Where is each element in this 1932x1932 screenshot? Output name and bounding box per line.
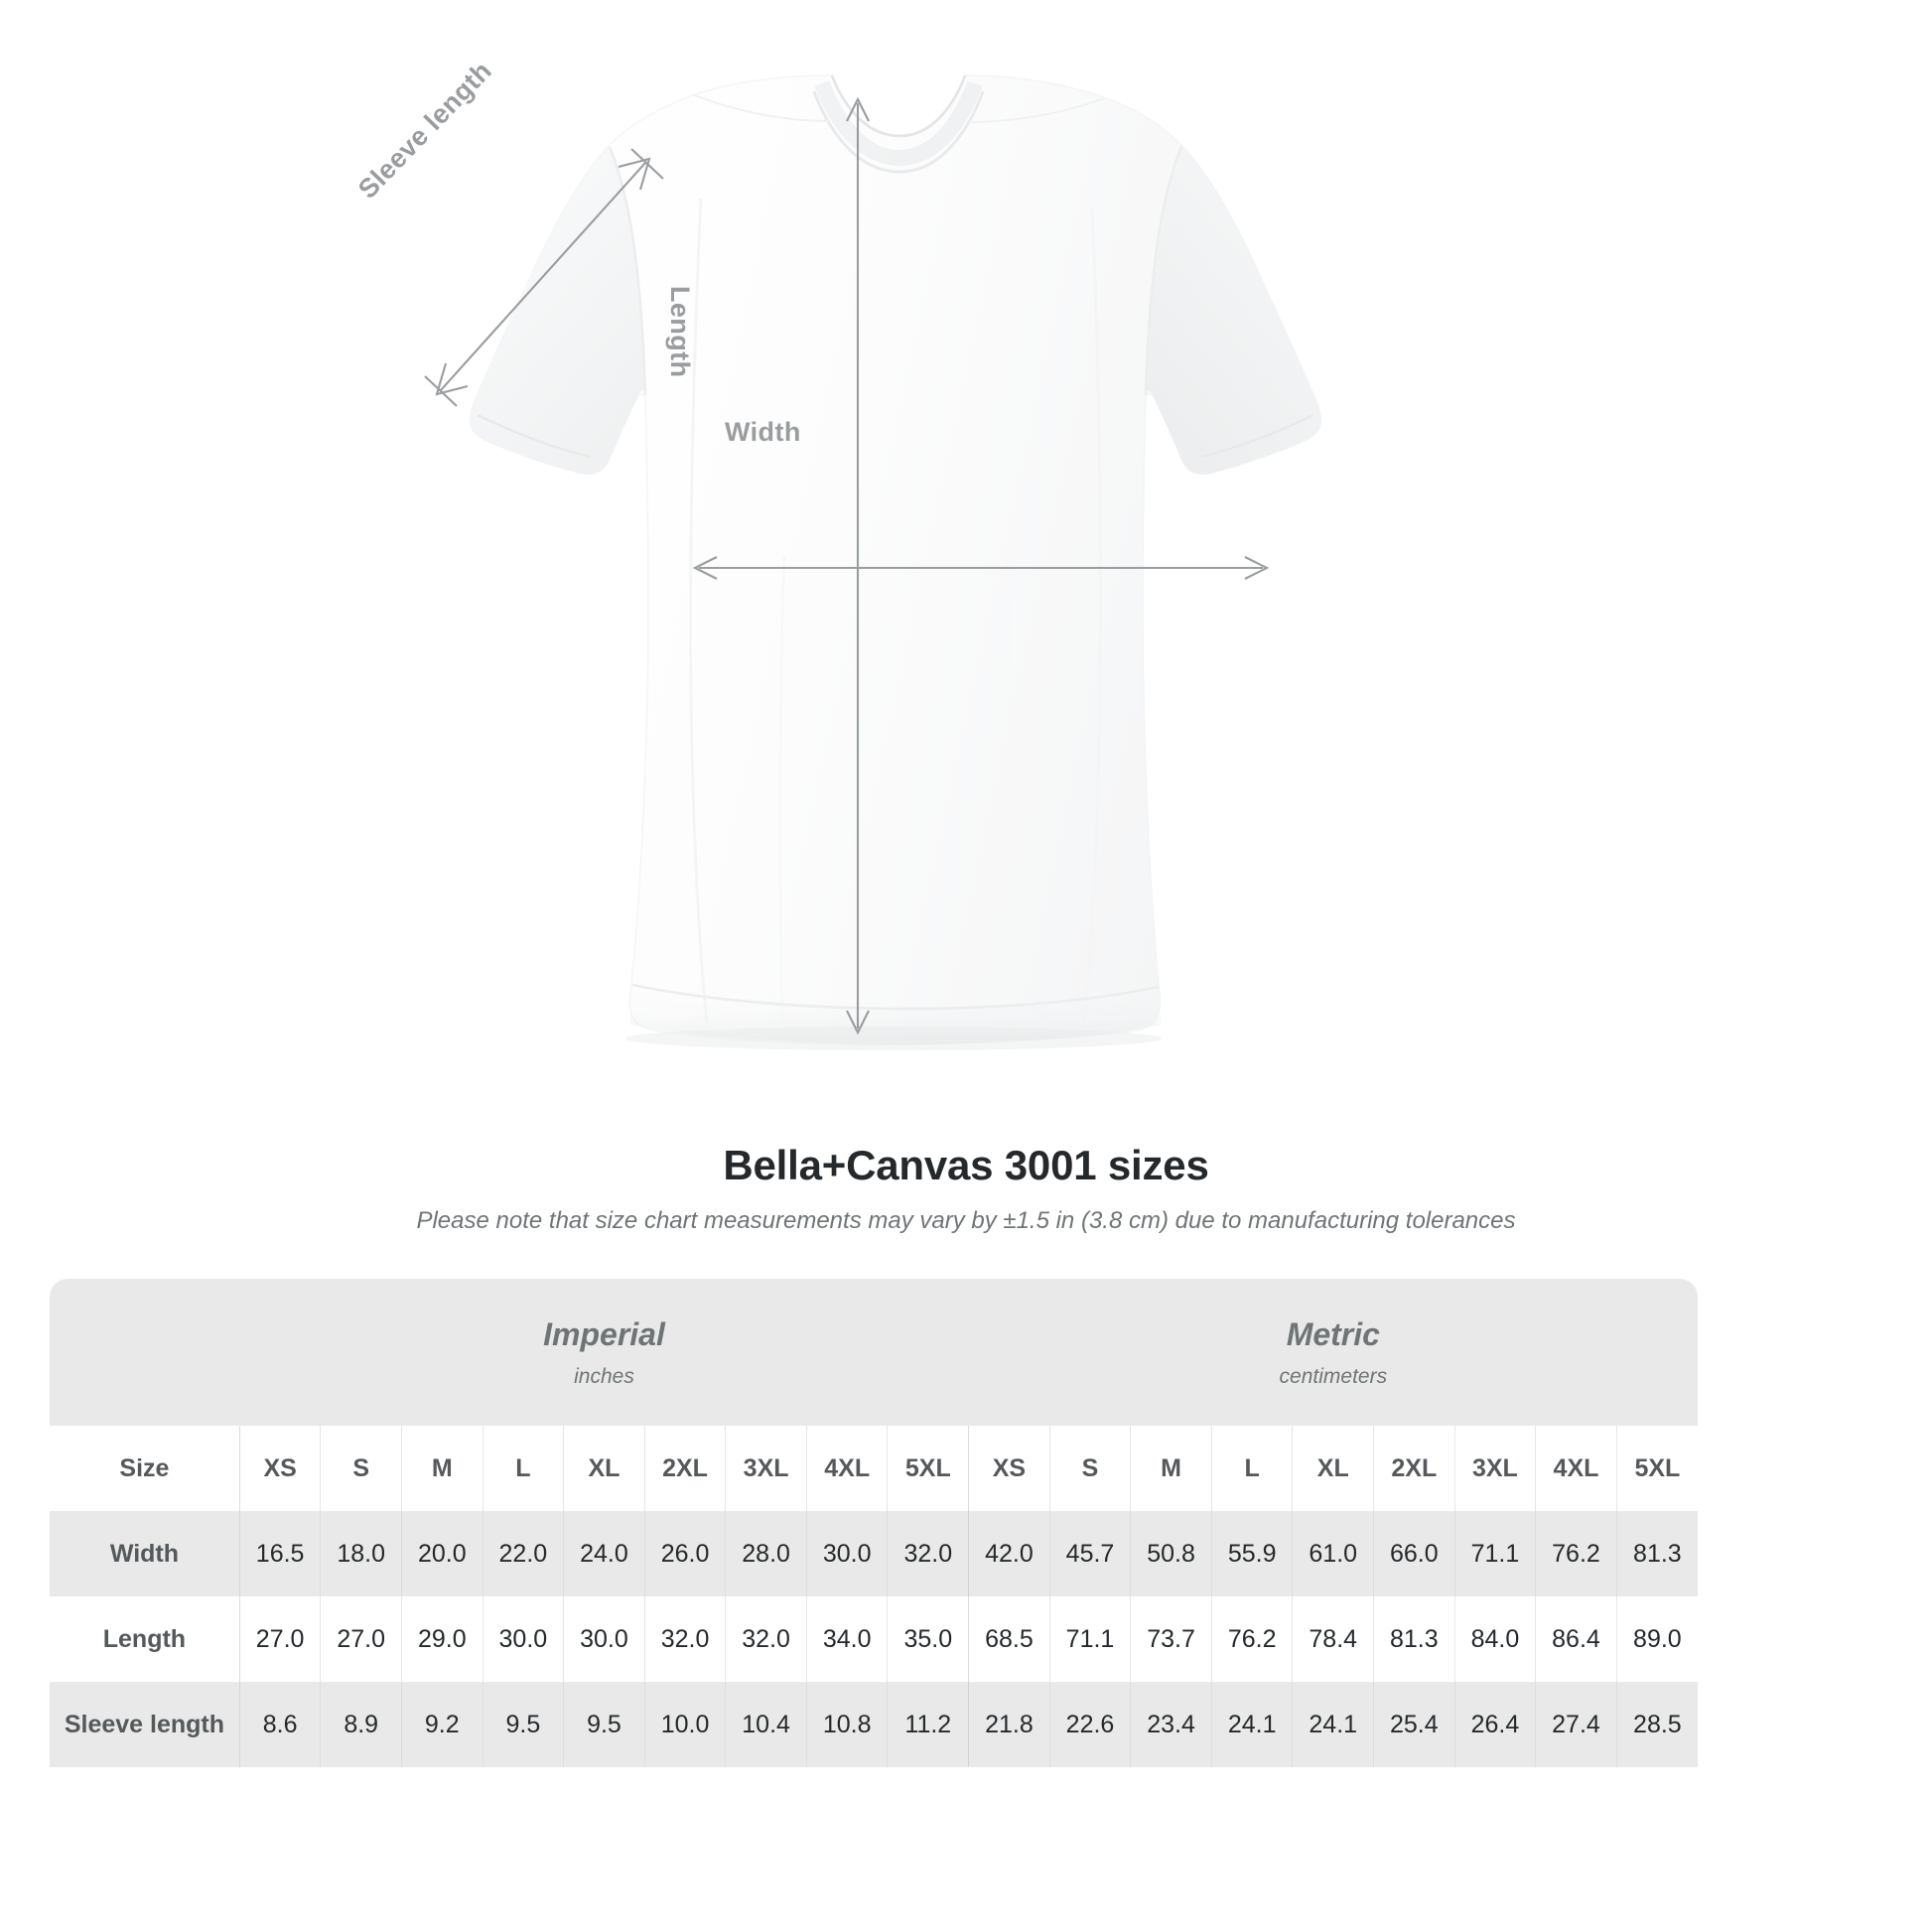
row-label-width: Width [50,1511,240,1596]
value-cell: 9.5 [563,1682,645,1767]
value-cell: 73.7 [1130,1596,1212,1682]
size-header-cell: 2XL [1373,1426,1455,1511]
value-cell: 30.0 [563,1596,645,1682]
value-cell: 27.0 [239,1596,322,1682]
row-label-sleeve-length: Sleeve length [50,1682,240,1767]
value-cell: 45.7 [1049,1511,1132,1596]
size-header-cell: XL [1292,1426,1375,1511]
size-row-label: Size [50,1426,240,1511]
size-header-cell: XS [968,1426,1050,1511]
value-cell: 9.5 [483,1682,565,1767]
value-cell: 78.4 [1292,1596,1375,1682]
size-header-cell: 5XL [887,1426,970,1511]
row-label-length: Length [50,1596,240,1682]
length-annotation: Length [665,286,695,378]
value-cell: 35.0 [887,1596,970,1682]
value-cell: 81.3 [1373,1596,1455,1682]
value-cell: 22.0 [483,1511,565,1596]
metric-label: Metric [1286,1315,1380,1352]
size-header-cell: S [1049,1426,1132,1511]
tshirt-illustration: Sleeve length Length Width [352,56,1322,1050]
value-cell: 27.0 [320,1596,402,1682]
size-header-cell: M [401,1426,483,1511]
value-cell: 16.5 [239,1511,322,1596]
value-cell: 30.0 [483,1596,565,1682]
value-cell: 10.4 [725,1682,807,1767]
tshirt-graphic [424,74,1322,1050]
value-cell: 28.5 [1616,1682,1698,1767]
table-row: Width 16.5 18.0 20.0 22.0 24.0 26.0 28.0… [50,1511,1698,1596]
value-cell: 11.2 [887,1682,970,1767]
value-cell: 23.4 [1130,1682,1212,1767]
value-cell: 28.0 [725,1511,807,1596]
size-header-cell: S [320,1426,402,1511]
value-cell: 21.8 [968,1682,1050,1767]
value-cell: 71.1 [1454,1511,1537,1596]
value-cell: 81.3 [1616,1511,1698,1596]
size-chart-table: Imperial inches Metric centimeters Size … [50,1279,1698,1767]
size-header-row: Size XS S M L XL 2XL 3XL 4XL 5XL XS S M … [50,1426,1698,1511]
unit-header-metric: Metric centimeters [968,1279,1698,1426]
size-header-cell: 2XL [644,1426,727,1511]
value-cell: 29.0 [401,1596,483,1682]
value-cell: 55.9 [1211,1511,1294,1596]
value-cell: 76.2 [1211,1596,1294,1682]
value-cell: 18.0 [320,1511,402,1596]
size-header-cell: L [1211,1426,1294,1511]
value-cell: 10.0 [644,1682,727,1767]
value-cell: 8.6 [239,1682,322,1767]
unit-header-row: Imperial inches Metric centimeters [50,1279,1698,1426]
value-cell: 68.5 [968,1596,1050,1682]
width-annotation: Width [725,417,801,447]
value-cell: 42.0 [968,1511,1050,1596]
size-header-cell: 3XL [725,1426,807,1511]
value-cell: 66.0 [1373,1511,1455,1596]
value-cell: 61.0 [1292,1511,1375,1596]
imperial-label: Imperial [543,1315,665,1352]
value-cell: 24.1 [1211,1682,1294,1767]
value-cell: 26.0 [644,1511,727,1596]
value-cell: 32.0 [725,1596,807,1682]
tolerance-note: Please note that size chart measurements… [416,1207,1516,1234]
size-table-wrapper: Imperial inches Metric centimeters Size … [50,1279,1698,1767]
size-header-cell: 5XL [1616,1426,1698,1511]
value-cell: 34.0 [806,1596,889,1682]
value-cell: 32.0 [887,1511,970,1596]
unit-header-imperial: Imperial inches [239,1279,969,1426]
value-cell: 20.0 [401,1511,483,1596]
size-header-cell: 4XL [806,1426,889,1511]
value-cell: 50.8 [1130,1511,1212,1596]
value-cell: 27.4 [1535,1682,1617,1767]
metric-sublabel: centimeters [1279,1364,1388,1388]
value-cell: 84.0 [1454,1596,1537,1682]
value-cell: 9.2 [401,1682,483,1767]
value-cell: 24.1 [1292,1682,1375,1767]
page-title: Bella+Canvas 3001 sizes [723,1142,1209,1188]
value-cell: 24.0 [563,1511,645,1596]
size-header-cell: XL [563,1426,645,1511]
value-cell: 22.6 [1049,1682,1132,1767]
table-row: Sleeve length 8.6 8.9 9.2 9.5 9.5 10.0 1… [50,1682,1698,1767]
unit-header-spacer [50,1279,240,1426]
imperial-sublabel: inches [574,1364,634,1388]
value-cell: 71.1 [1049,1596,1132,1682]
size-header-cell: 4XL [1535,1426,1617,1511]
value-cell: 8.9 [320,1682,402,1767]
size-header-cell: XS [239,1426,322,1511]
title-block: Bella+Canvas 3001 sizes Please note that… [0,1142,1932,1235]
size-header-cell: L [483,1426,565,1511]
value-cell: 25.4 [1373,1682,1455,1767]
value-cell: 89.0 [1616,1596,1698,1682]
value-cell: 26.4 [1454,1682,1537,1767]
table-row: Length 27.0 27.0 29.0 30.0 30.0 32.0 32.… [50,1596,1698,1682]
value-cell: 30.0 [806,1511,889,1596]
value-cell: 10.8 [806,1682,889,1767]
size-header-cell: M [1130,1426,1212,1511]
measurement-guides [424,96,1270,1035]
value-cell: 32.0 [644,1596,727,1682]
size-header-cell: 3XL [1454,1426,1537,1511]
value-cell: 76.2 [1535,1511,1617,1596]
value-cell: 86.4 [1535,1596,1617,1682]
